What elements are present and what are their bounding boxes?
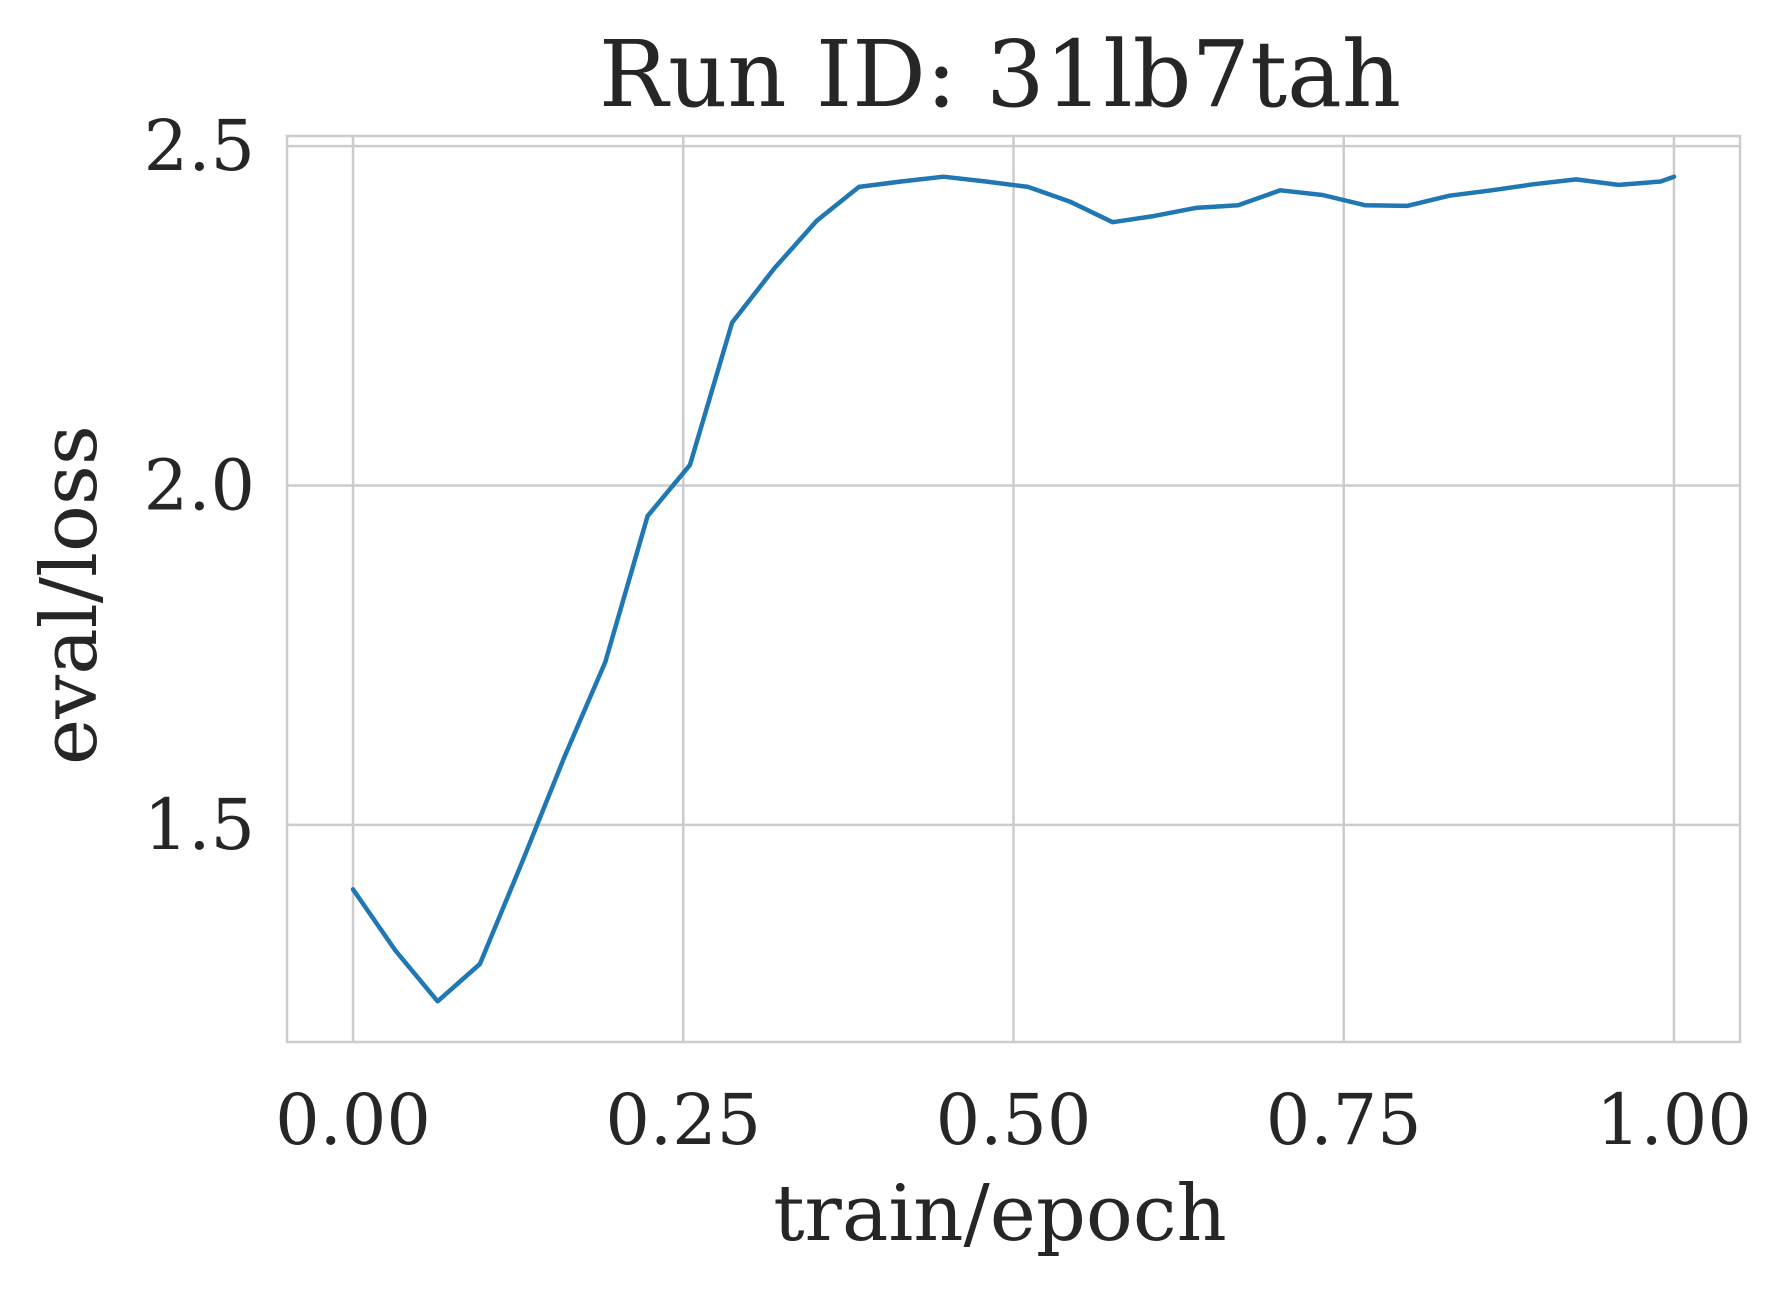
grid bbox=[287, 136, 1740, 1042]
y-tick-label: 2.0 bbox=[144, 445, 255, 527]
series-layer bbox=[350, 174, 1677, 1004]
x-axis-label: train/epoch bbox=[773, 1169, 1227, 1259]
x-tick-label: 1.00 bbox=[1596, 1079, 1752, 1161]
x-tick-label: 0.00 bbox=[275, 1079, 431, 1161]
series-line bbox=[350, 174, 1677, 1004]
x-tick-label: 0.75 bbox=[1266, 1079, 1422, 1161]
y-axis-label: eval/loss bbox=[25, 425, 115, 765]
x-tick-label: 0.50 bbox=[936, 1079, 1092, 1161]
plot-frame bbox=[285, 134, 1742, 1044]
y-tick-label: 2.5 bbox=[144, 105, 255, 187]
chart-title: Run ID: 31lb7tah bbox=[599, 21, 1401, 128]
x-tick-label: 0.25 bbox=[605, 1079, 761, 1161]
y-tick-labels: 1.5 2.0 2.5 bbox=[144, 105, 255, 866]
y-tick-label: 1.5 bbox=[144, 784, 255, 866]
x-tick-labels: 0.00 0.25 0.50 0.75 1.00 bbox=[275, 1079, 1752, 1161]
